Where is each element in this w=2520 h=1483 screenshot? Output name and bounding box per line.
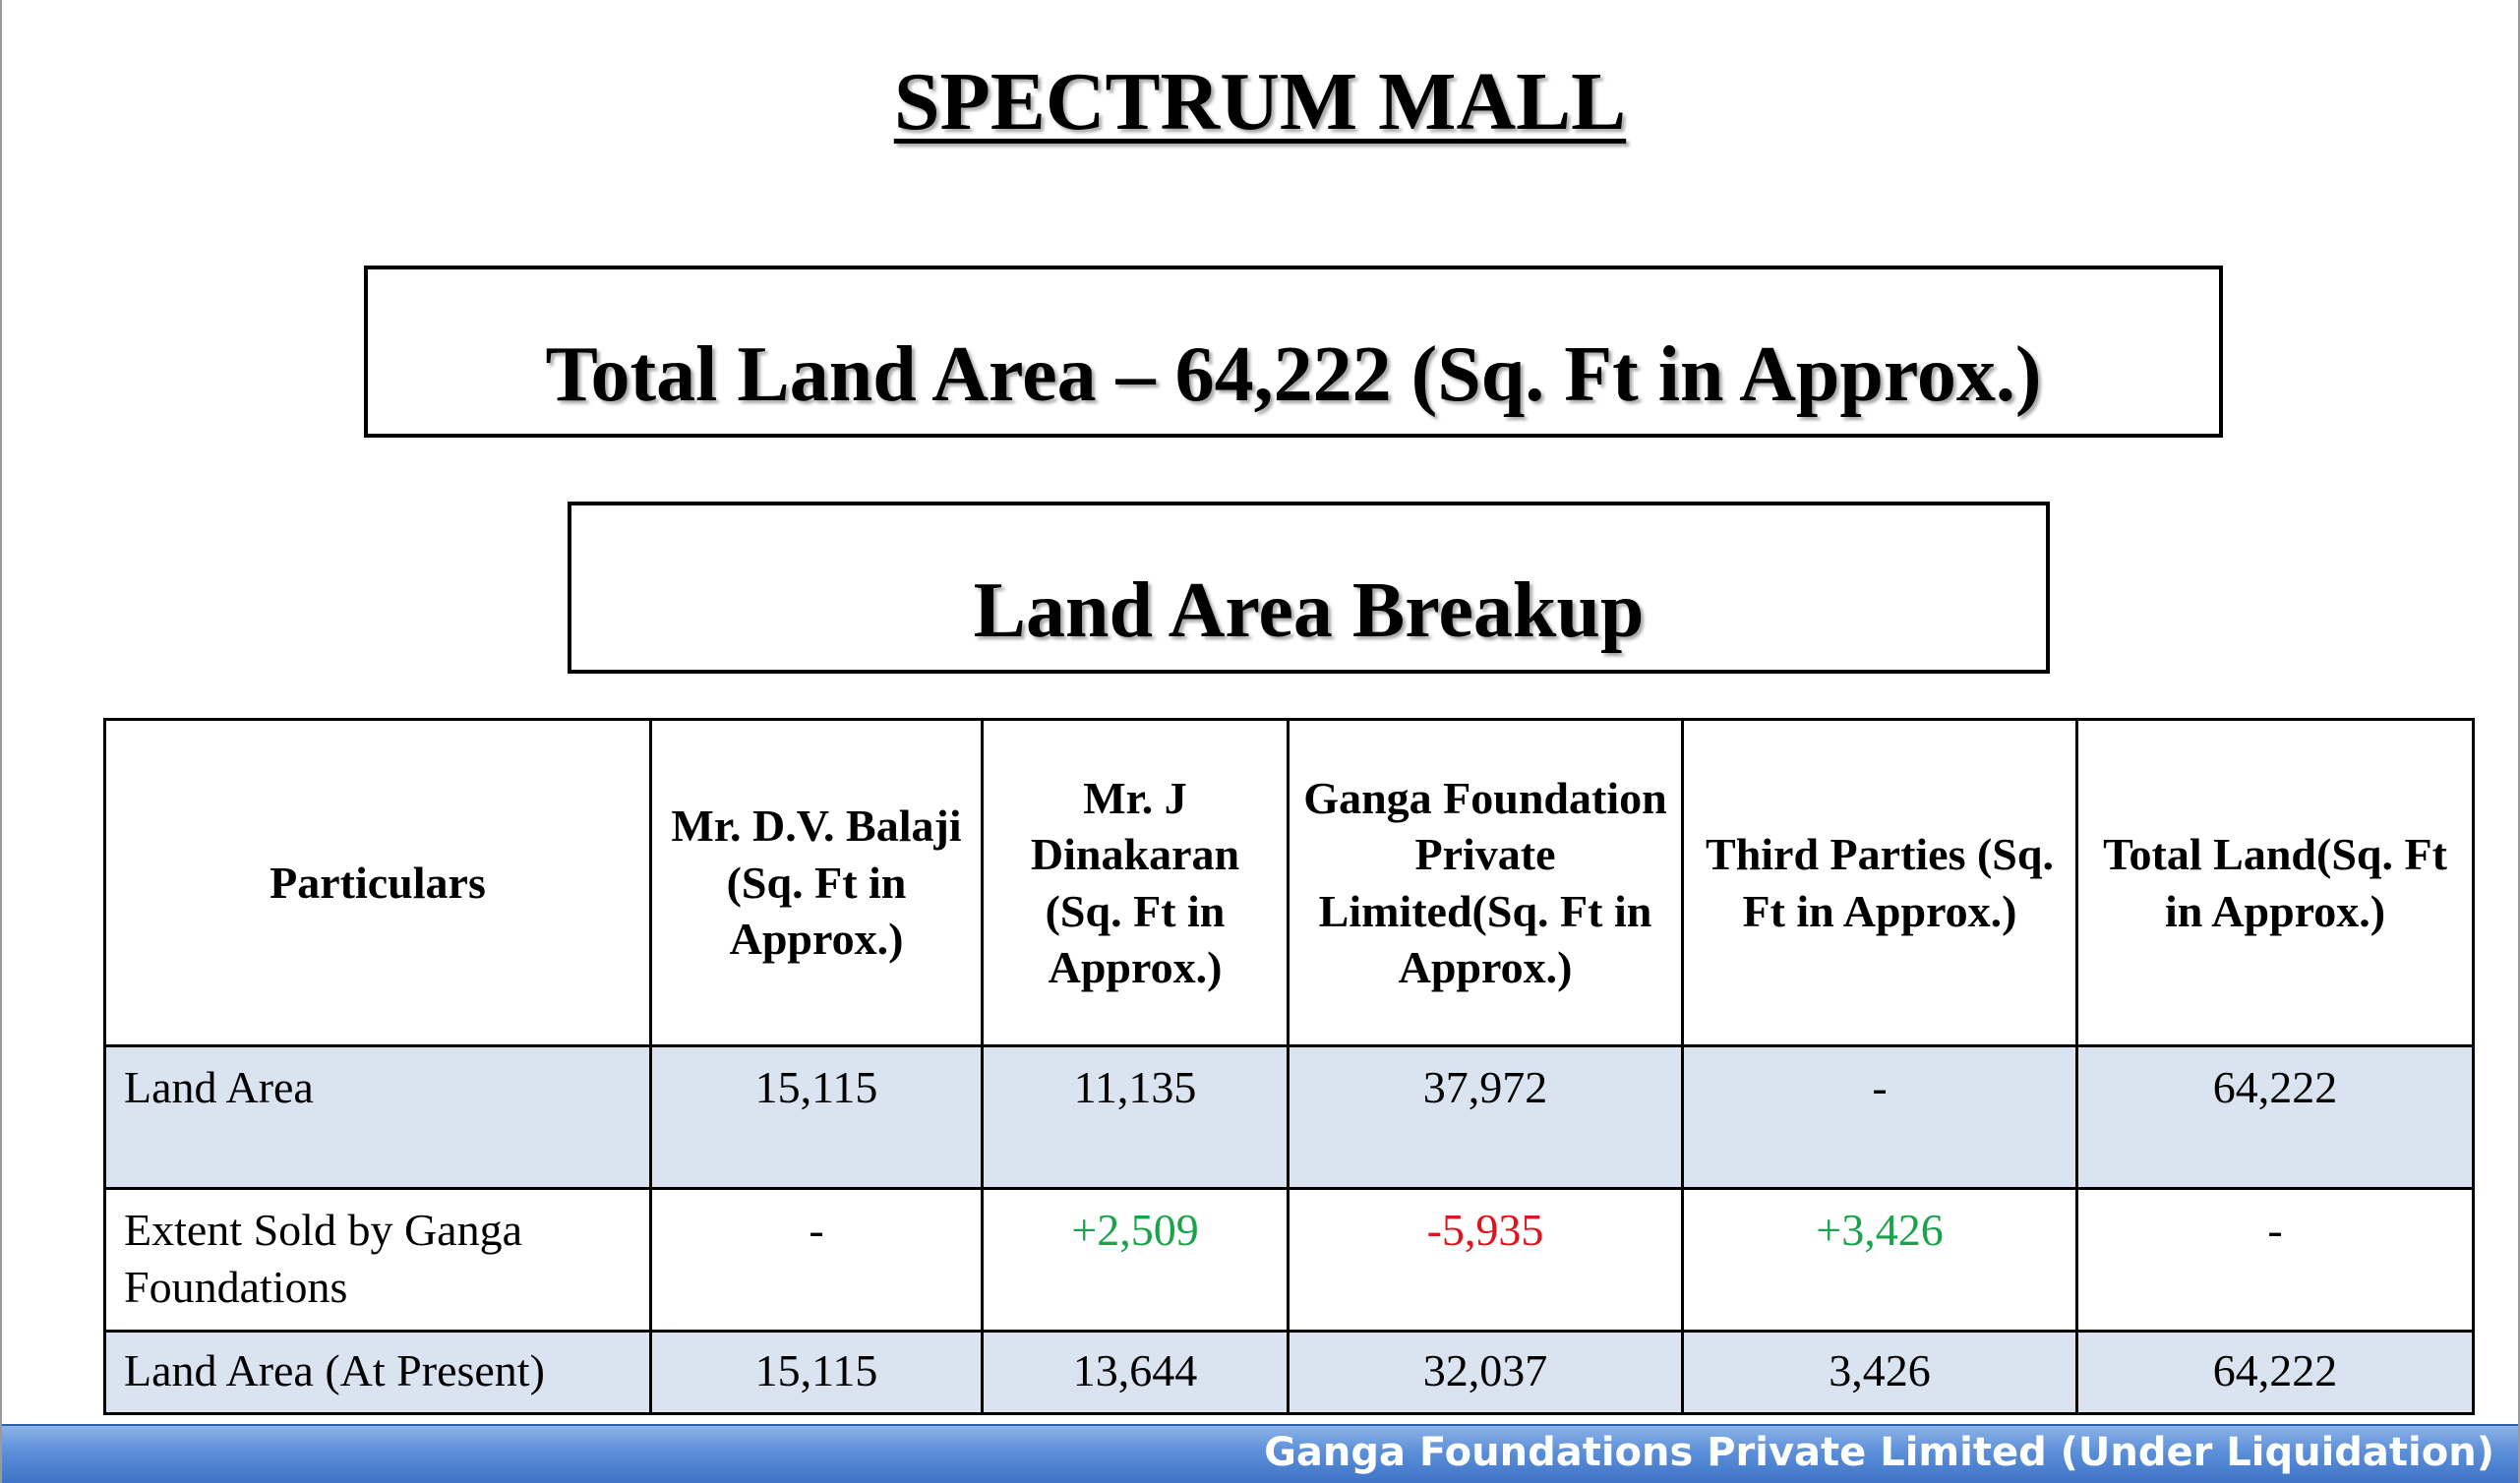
cell-ganga-foundation: 37,972 — [1287, 1044, 1684, 1190]
cell-dv-balaji: - — [649, 1187, 984, 1333]
land-breakup-table: Particulars Mr. D.V. Balaji (Sq. Ft in A… — [103, 718, 2475, 1415]
total-land-area-text: Total Land Area – 64,222 (Sq. Ft in Appr… — [545, 331, 2042, 418]
table-row-extent-sold: Extent Sold by Ganga Foundations - +2,50… — [103, 1187, 2475, 1333]
cell-third-parties-positive: +3,426 — [1681, 1187, 2078, 1333]
cell-dv-balaji: 15,115 — [649, 1044, 984, 1190]
cell-total-land: 64,222 — [2075, 1330, 2475, 1415]
cell-third-parties: - — [1681, 1044, 2078, 1190]
footer-company-name: Ganga Foundations Private Limited (Under… — [1264, 1430, 2494, 1475]
cell-total-land: - — [2075, 1187, 2475, 1333]
table-row-land-area: Land Area 15,115 11,135 37,972 - 64,222 — [103, 1044, 2475, 1190]
row-label: Extent Sold by Ganga Foundations — [103, 1187, 652, 1333]
total-land-area-box: Total Land Area – 64,222 (Sq. Ft in Appr… — [364, 266, 2223, 438]
header-ganga-foundation: Ganga Foundation Private Limited(Sq. Ft … — [1287, 718, 1684, 1047]
land-area-breakup-box: Land Area Breakup — [568, 502, 2050, 674]
cell-j-dinakaran-positive: +2,509 — [981, 1187, 1290, 1333]
header-total-land: Total Land(Sq. Ft in Approx.) — [2075, 718, 2475, 1047]
cell-third-parties: 3,426 — [1681, 1330, 2078, 1415]
cell-j-dinakaran: 11,135 — [981, 1044, 1290, 1190]
header-particulars: Particulars — [103, 718, 652, 1047]
cell-dv-balaji: 15,115 — [649, 1330, 984, 1415]
footer-band: Ganga Foundations Private Limited (Under… — [2, 1424, 2518, 1483]
header-j-dinakaran: Mr. J Dinakaran (Sq. Ft in Approx.) — [981, 718, 1290, 1047]
cell-j-dinakaran: 13,644 — [981, 1330, 1290, 1415]
header-third-parties: Third Parties (Sq. Ft in Approx.) — [1681, 718, 2078, 1047]
header-dv-balaji: Mr. D.V. Balaji (Sq. Ft in Approx.) — [649, 718, 984, 1047]
cell-total-land: 64,222 — [2075, 1044, 2475, 1190]
table-header-row: Particulars Mr. D.V. Balaji (Sq. Ft in A… — [103, 718, 2475, 1047]
page-title: SPECTRUM MALL — [893, 56, 1627, 148]
table-row-land-area-present: Land Area (At Present) 15,115 13,644 32,… — [103, 1330, 2475, 1415]
row-label: Land Area — [103, 1044, 652, 1190]
land-area-breakup-text: Land Area Breakup — [973, 567, 1645, 654]
cell-ganga-foundation: 32,037 — [1287, 1330, 1684, 1415]
cell-ganga-foundation-negative: -5,935 — [1287, 1187, 1684, 1333]
row-label: Land Area (At Present) — [103, 1330, 652, 1415]
